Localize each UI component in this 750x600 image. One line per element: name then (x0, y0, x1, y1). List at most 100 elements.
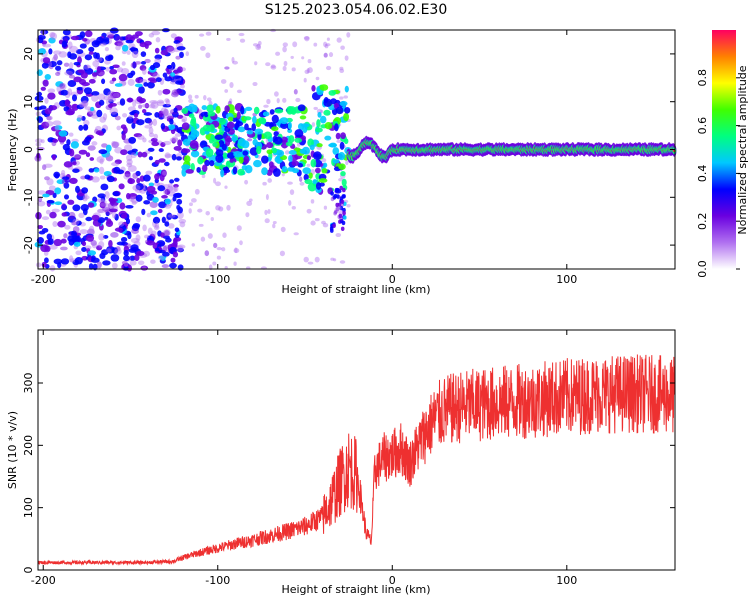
spectrogram-cell (137, 151, 143, 158)
spectrogram-cell (339, 206, 344, 211)
spectrogram-cell (261, 167, 268, 176)
spectrogram-cell (46, 178, 54, 186)
spectrogram-cell (231, 135, 238, 142)
spectrogram-cell (310, 220, 316, 226)
spectrogram-cell (98, 166, 105, 175)
spectrogram-cell (221, 143, 227, 151)
spectrogram-cell (181, 122, 190, 131)
spectrogram-cell (215, 154, 224, 163)
spectrogram-cell (54, 187, 62, 195)
spectrogram-cell (320, 109, 324, 114)
spectrogram-cell (76, 220, 82, 226)
spectrogram-cell (162, 251, 170, 257)
spectrogram-cell (68, 132, 74, 137)
spectrogram-cell (334, 209, 338, 215)
spectrogram-cell (340, 199, 345, 204)
spectrogram-cell (68, 62, 74, 70)
spectrogram-cell (291, 67, 296, 72)
spectrogram-cell (164, 154, 174, 158)
spectrogram-cell (163, 229, 171, 237)
spectrogram-cell (162, 113, 170, 120)
spectrogram-cell (68, 74, 76, 79)
spectrogram-cell (176, 46, 186, 51)
spectrogram-cell (85, 216, 93, 222)
spectrogram-cell (158, 110, 164, 118)
spectrogram-cell (191, 243, 195, 247)
spectrogram-cell (222, 166, 230, 172)
spectrogram-cell (69, 45, 78, 53)
spectrogram-cell (70, 35, 80, 41)
spectrogram-cell (308, 172, 313, 179)
spectrogram-cell (174, 192, 183, 199)
spectrogram-cell (314, 218, 320, 222)
spectrogram-cell (65, 110, 75, 116)
spectrogram-cell (170, 72, 176, 77)
spectrogram-cell (62, 35, 70, 42)
spectrogram-cell (79, 31, 86, 39)
spectrogram-cell (35, 262, 42, 268)
spectrogram-cell (127, 178, 136, 185)
spectrogram-cell (55, 71, 61, 76)
spectrogram-cell (60, 89, 69, 96)
spectrogram-cell (122, 126, 128, 134)
spectrogram-cell (143, 234, 150, 239)
spectrogram-cell (339, 66, 344, 71)
spectrogram-cell (205, 31, 212, 36)
spectrogram-cell (127, 78, 135, 86)
spectrogram-cell (177, 264, 184, 271)
spectrogram-cell (69, 148, 75, 157)
spectrogram-cell (42, 79, 49, 87)
spectrogram-cell (181, 67, 186, 72)
spectrogram-cell (81, 140, 90, 146)
spectrogram-cell (335, 132, 341, 140)
spectrogram-cell (201, 174, 206, 179)
spectrogram-cell (267, 209, 271, 214)
spectrogram-cell (340, 170, 346, 177)
spectrogram-cell (339, 141, 345, 150)
spectrogram-cell (226, 152, 236, 159)
spectrogram-cell (299, 115, 307, 120)
spectrogram-cell (155, 77, 162, 83)
spectrogram-cell (190, 150, 200, 158)
spectrogram-cell (341, 194, 346, 199)
spectrogram-cell (90, 239, 97, 246)
spectrogram-cell (69, 53, 78, 60)
spectrogram-cell (335, 232, 342, 238)
spectrogram-cell (292, 41, 298, 48)
spectrogram-cell (147, 227, 153, 235)
spectrogram-cell (335, 202, 340, 208)
spectrogram-cell (125, 34, 133, 42)
spectrogram-cell (203, 111, 209, 118)
spectrogram-cell (134, 254, 140, 261)
spectrogram-cell (71, 94, 78, 102)
spectrogram-cell (146, 185, 156, 193)
spectrogram-cell (282, 46, 287, 53)
spectrogram-cell (149, 79, 158, 84)
spectrogram-cell (272, 223, 276, 229)
spectrogram-cell (87, 202, 95, 208)
spectrogram-cell (316, 119, 321, 128)
spectrogram-cell (244, 179, 249, 185)
spectrogram-cell (82, 37, 88, 42)
spectrogram-cell (103, 88, 111, 96)
spectrogram-cell (109, 69, 118, 75)
spectrogram-cell (70, 91, 79, 97)
spectrogram-cell (140, 51, 147, 57)
spectrogram-cell (143, 200, 151, 205)
spectrogram-cell (157, 99, 165, 104)
spectrogram-cell (123, 255, 130, 262)
spectrogram-cell (98, 57, 104, 64)
spectrogram-cell (346, 204, 351, 208)
spectrogram-cell (142, 108, 147, 114)
spectrogram-cell (160, 123, 166, 130)
y-tick-label: 100 (22, 497, 35, 518)
spectrogram-cell (256, 146, 262, 155)
spectrogram-cell (141, 151, 148, 158)
spectrogram-cell (172, 240, 178, 247)
spectrogram-cell (314, 256, 320, 263)
spectrogram-cell (263, 104, 269, 108)
spectrogram-cell (114, 115, 121, 121)
spectrogram-cell (167, 46, 176, 54)
spectrogram-cell (164, 152, 171, 159)
spectrogram-cell (166, 212, 173, 221)
